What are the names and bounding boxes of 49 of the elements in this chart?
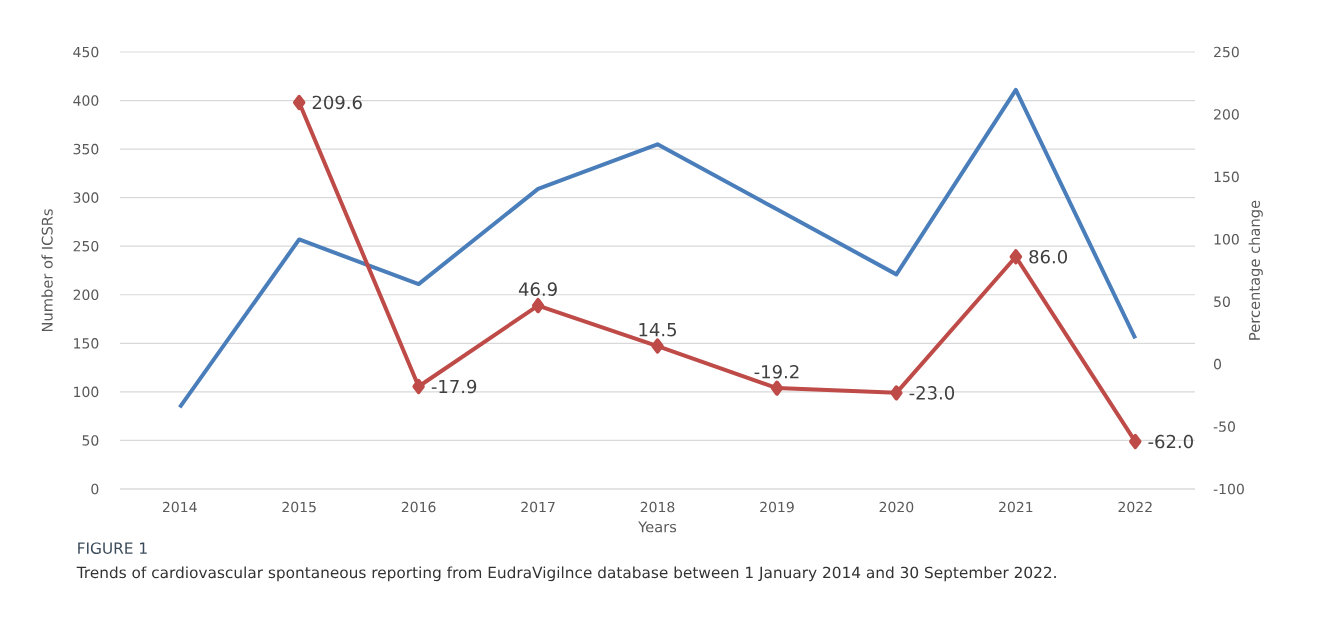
x-axis-title: Years: [638, 521, 677, 533]
point: [531, 297, 545, 314]
y-tick-label: 250: [73, 240, 99, 252]
data-label: 86.0: [1029, 249, 1067, 264]
data-label: -62.0: [1148, 434, 1193, 449]
x-tick-label: 2018: [640, 501, 675, 513]
data-label: 14.5: [639, 323, 676, 337]
x-tick-label: 2016: [401, 501, 436, 513]
point: [770, 380, 784, 396]
data-label: -23.0: [909, 386, 955, 400]
data-label: -17.9: [431, 379, 477, 394]
data-label: 209.6: [312, 95, 362, 110]
x-tick-label: 2014: [162, 501, 197, 513]
x-tick-label: 2015: [282, 501, 316, 513]
point: [1009, 249, 1023, 265]
y2-tick-label: 250: [1214, 46, 1239, 58]
y-tick-label: 350: [73, 143, 99, 155]
line-series: [177, 87, 1138, 410]
y2-axis-title: Percentage change: [1248, 200, 1263, 340]
x-tick-label: 2021: [999, 501, 1033, 513]
x-tick-label: 2017: [521, 501, 555, 513]
x-tick-label: 2020: [879, 501, 914, 513]
y-tick-label: 100: [74, 386, 99, 398]
point: [890, 385, 903, 401]
point: [292, 94, 306, 111]
y2-tick-label: 100: [1214, 233, 1239, 245]
y-axis-title: Number of ICSRs: [41, 209, 53, 332]
data-label: -19.2: [754, 364, 799, 379]
y-tick-label: 450: [73, 46, 99, 58]
point: [412, 378, 425, 395]
y-tick-label: 0: [91, 483, 99, 495]
x-tick-label: 2022: [1118, 501, 1152, 513]
y2-tick-label: -100: [1213, 483, 1244, 495]
text: FIGURE 1: [78, 542, 147, 554]
text: Trends of cardiovascular spontaneous reporting from EudraVigilnce database between 1 January 2014 and 30 September 2022.: [76, 566, 1056, 582]
data-label: 46.9: [518, 282, 557, 296]
y-tick-label: 50: [82, 435, 99, 446]
y2-tick-label: -50: [1213, 421, 1235, 432]
point: [1129, 433, 1142, 450]
y2-tick-label: 200: [1214, 109, 1239, 120]
y2-tick-label: 150: [1214, 171, 1239, 183]
y-tick-label: 300: [73, 192, 99, 203]
y2-tick-label: 50: [1214, 296, 1230, 307]
y2-tick-label: 0: [1213, 358, 1222, 370]
x-tick-label: 2019: [760, 501, 794, 513]
y-tick-label: 400: [73, 95, 99, 106]
point: [651, 338, 664, 354]
y-tick-label: 150: [74, 338, 99, 349]
y-tick-label: 200: [73, 289, 99, 301]
